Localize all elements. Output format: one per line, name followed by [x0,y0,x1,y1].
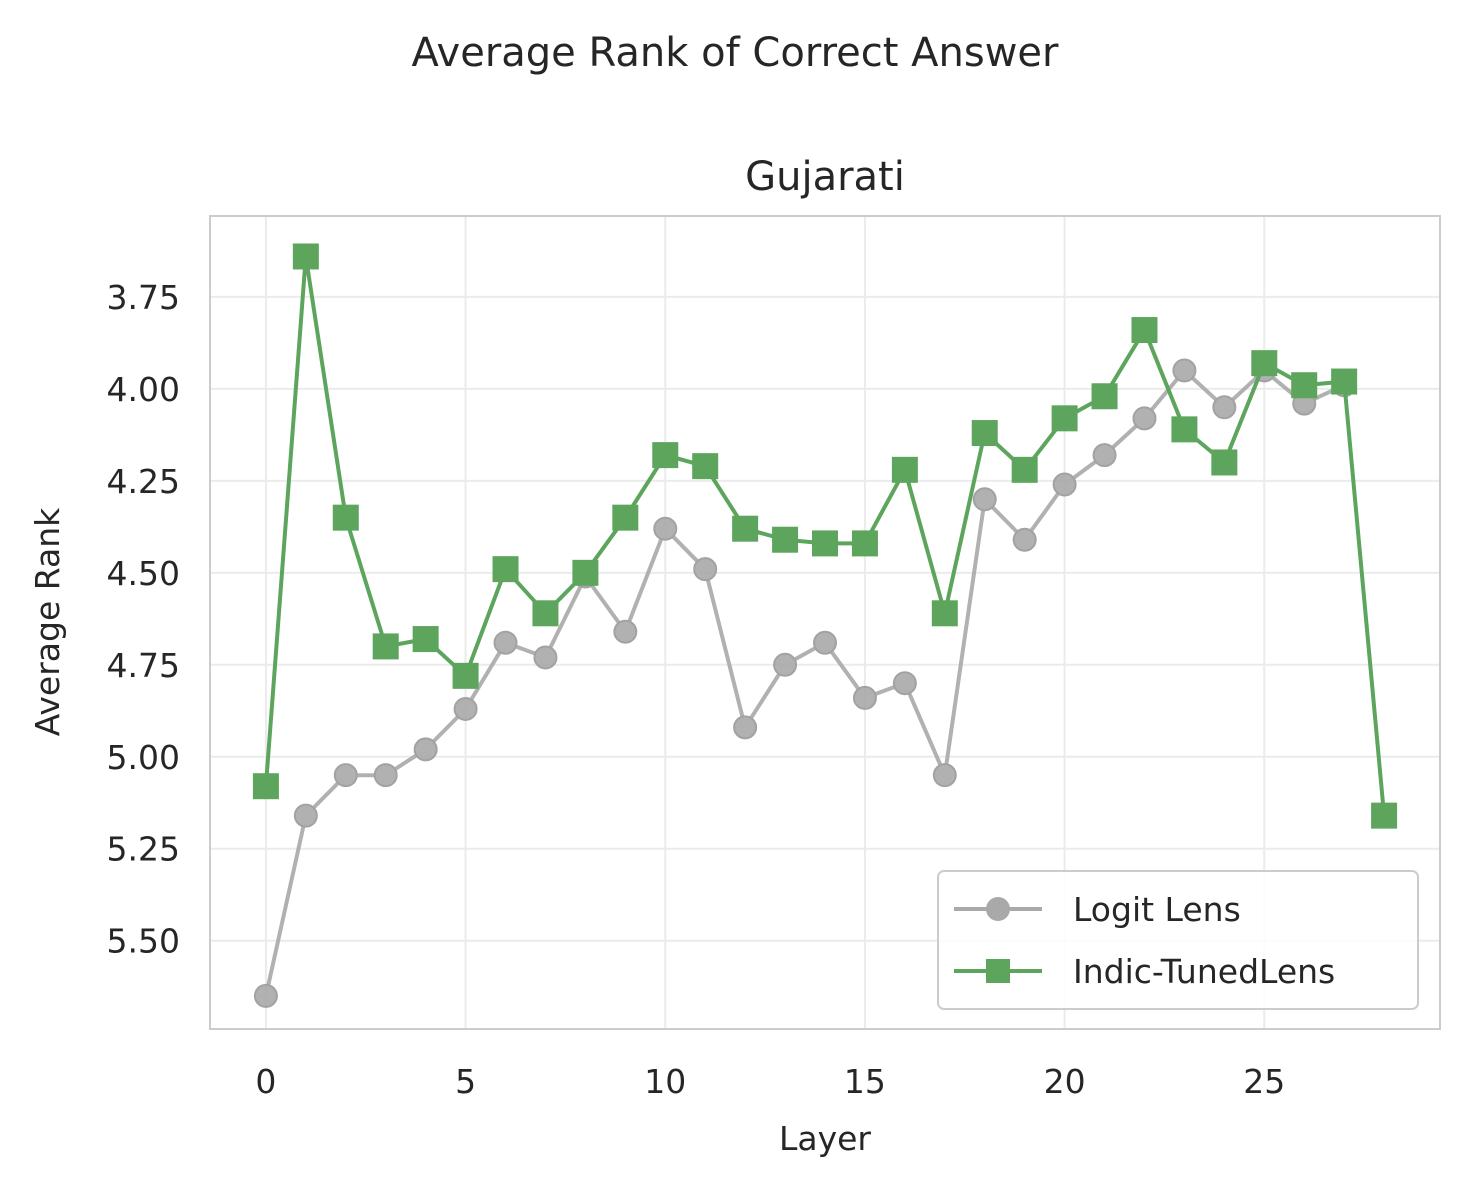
data-point [452,662,479,689]
data-point [613,619,638,644]
data-point [493,630,518,655]
data-point [971,420,998,447]
data-point [813,630,837,655]
y-tick-label: 5.00 [107,738,180,777]
data-point [1251,350,1278,377]
data-point [1011,456,1038,483]
plot-frame [209,215,1441,1030]
x-tick-label: 20 [1044,1062,1086,1101]
legend-marker-logit-lens [986,897,1010,921]
data-point [412,626,439,653]
chart-title: Gujarati [745,154,905,200]
data-point [1012,527,1037,552]
data-point [612,504,639,531]
data-point [773,652,798,677]
data-point [1371,802,1398,829]
data-point [693,557,718,582]
data-point [292,243,319,270]
data-point [1211,449,1238,476]
data-point [1212,395,1237,420]
legend: Logit Lens Indic-TunedLens [937,870,1419,1010]
data-point [253,983,278,1008]
data-point [652,442,679,469]
data-point [372,633,399,660]
data-point [891,456,918,483]
data-point [692,453,719,480]
legend-label-logit-lens: Logit Lens [1073,890,1241,929]
x-tick-label: 15 [844,1062,886,1101]
figure-suptitle: Average Rank of Correct Answer [412,30,1059,76]
data-point [1092,443,1117,468]
data-point [1131,317,1158,344]
y-axis-label: Average Rank [28,507,67,736]
data-point [852,685,877,710]
data-point [533,645,558,670]
data-point [332,504,359,531]
data-point [532,600,559,627]
x-tick-label: 10 [644,1062,686,1101]
data-point [812,530,838,557]
data-point [373,763,398,788]
y-tick-label: 3.75 [107,278,180,317]
series-line-logit-lens [263,368,1346,997]
data-point [1291,372,1318,399]
data-point [492,556,519,583]
y-tick-label: 5.25 [107,830,180,869]
data-point [972,487,997,512]
data-point [572,559,599,586]
data-point [772,526,799,553]
data-point [252,773,279,800]
data-point [851,530,878,557]
legend-marker-indic-tunedlens [986,959,1010,983]
data-point [732,515,759,542]
data-point [1171,416,1198,443]
data-point [931,600,958,627]
legend-box [937,870,1419,1010]
data-point [1091,383,1118,410]
y-tick-label: 5.50 [107,922,180,961]
series-indic-tunedlens [252,243,1398,829]
data-point [733,715,758,740]
y-tick-label: 4.00 [107,370,180,409]
data-point [413,737,438,762]
data-point [453,696,478,721]
y-tick-label: 4.75 [107,646,180,685]
data-point [1172,358,1197,383]
data-point [1052,472,1077,497]
data-point [932,763,957,788]
data-point [653,516,678,541]
x-tick-label: 0 [255,1062,276,1101]
data-point [293,803,318,828]
series-layer [252,243,1398,1008]
x-tick-label: 5 [455,1062,476,1101]
x-axis-label: Layer [779,1119,871,1158]
data-point [892,671,917,696]
data-point [1331,368,1358,395]
x-tick-label: 25 [1243,1062,1285,1101]
y-tick-labels: 3.75 4.00 4.25 4.50 4.75 5.00 5.25 5.50 [107,278,180,961]
data-point [1051,405,1078,432]
x-tick-labels: 0 5 10 15 20 25 [255,1062,1285,1101]
y-tick-label: 4.50 [107,554,180,593]
data-point [1132,406,1157,431]
data-point [333,763,358,788]
legend-label-indic-tunedlens: Indic-TunedLens [1073,952,1335,991]
y-tick-label: 4.25 [107,462,180,501]
